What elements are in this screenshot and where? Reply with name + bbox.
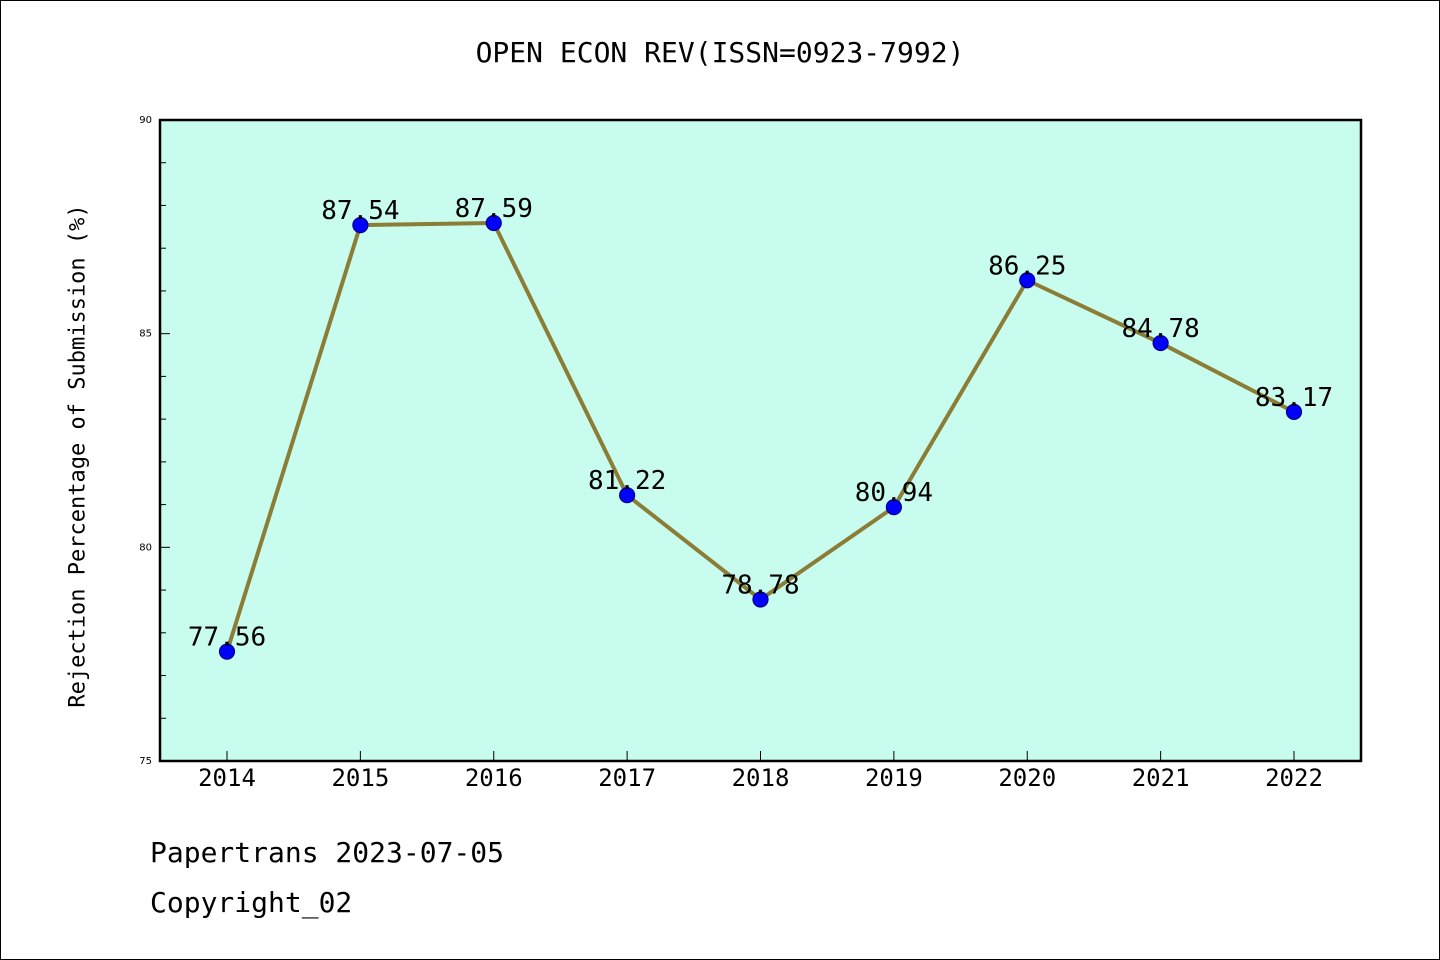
x-tick-label: 2014 [198, 764, 256, 792]
data-labels: 77.56 87.54 87.59 81.22 78.78 80.94 86.25 84.78… [188, 194, 1333, 653]
x-tick-label: 2015 [331, 764, 389, 792]
data-label: 86.25 [988, 251, 1066, 281]
x-tick-label: 2018 [732, 764, 790, 792]
x-axis-ticks: 2014 2015 2016 2017 2018 2019 2020 2021 2022 [198, 751, 1323, 792]
data-label: 84.78 [1121, 314, 1199, 344]
data-point [619, 487, 636, 504]
footer-copyright: Copyright_02 [150, 886, 353, 919]
x-tick-label: 2020 [998, 764, 1056, 792]
series-markers [218, 214, 1303, 660]
y-tick-label: 80 [139, 542, 152, 553]
data-label: 80.94 [855, 478, 933, 508]
data-label: 77.56 [188, 623, 266, 653]
y-tick-label: 75 [139, 756, 152, 767]
x-tick-label: 2022 [1265, 764, 1323, 792]
data-point [885, 499, 902, 516]
x-tick-label: 2017 [598, 764, 656, 792]
data-label: 87.59 [455, 194, 533, 224]
y-axis-ticks: 75 80 85 90 [139, 115, 170, 767]
x-tick-label: 2016 [465, 764, 523, 792]
chart-title: OPEN ECON REV(ISSN=0923-7992) [475, 36, 965, 69]
data-label: 81.22 [588, 466, 666, 496]
x-tick-label: 2021 [1132, 764, 1190, 792]
data-point [485, 214, 502, 232]
plot-area [158, 118, 1363, 763]
data-point [752, 591, 769, 608]
data-point [1285, 403, 1303, 420]
data-point [218, 643, 236, 660]
data-point [1152, 334, 1169, 352]
footer-date: Papertrans 2023-07-05 [150, 836, 505, 869]
data-label: 78.78 [721, 570, 799, 600]
data-point [352, 217, 369, 234]
data-label: 83.17 [1255, 383, 1333, 413]
y-tick-label: 85 [139, 329, 152, 340]
data-point [1019, 272, 1036, 289]
y-tick-label: 90 [139, 115, 152, 126]
x-tick-label: 2019 [865, 764, 923, 792]
data-label: 87.54 [321, 196, 399, 226]
